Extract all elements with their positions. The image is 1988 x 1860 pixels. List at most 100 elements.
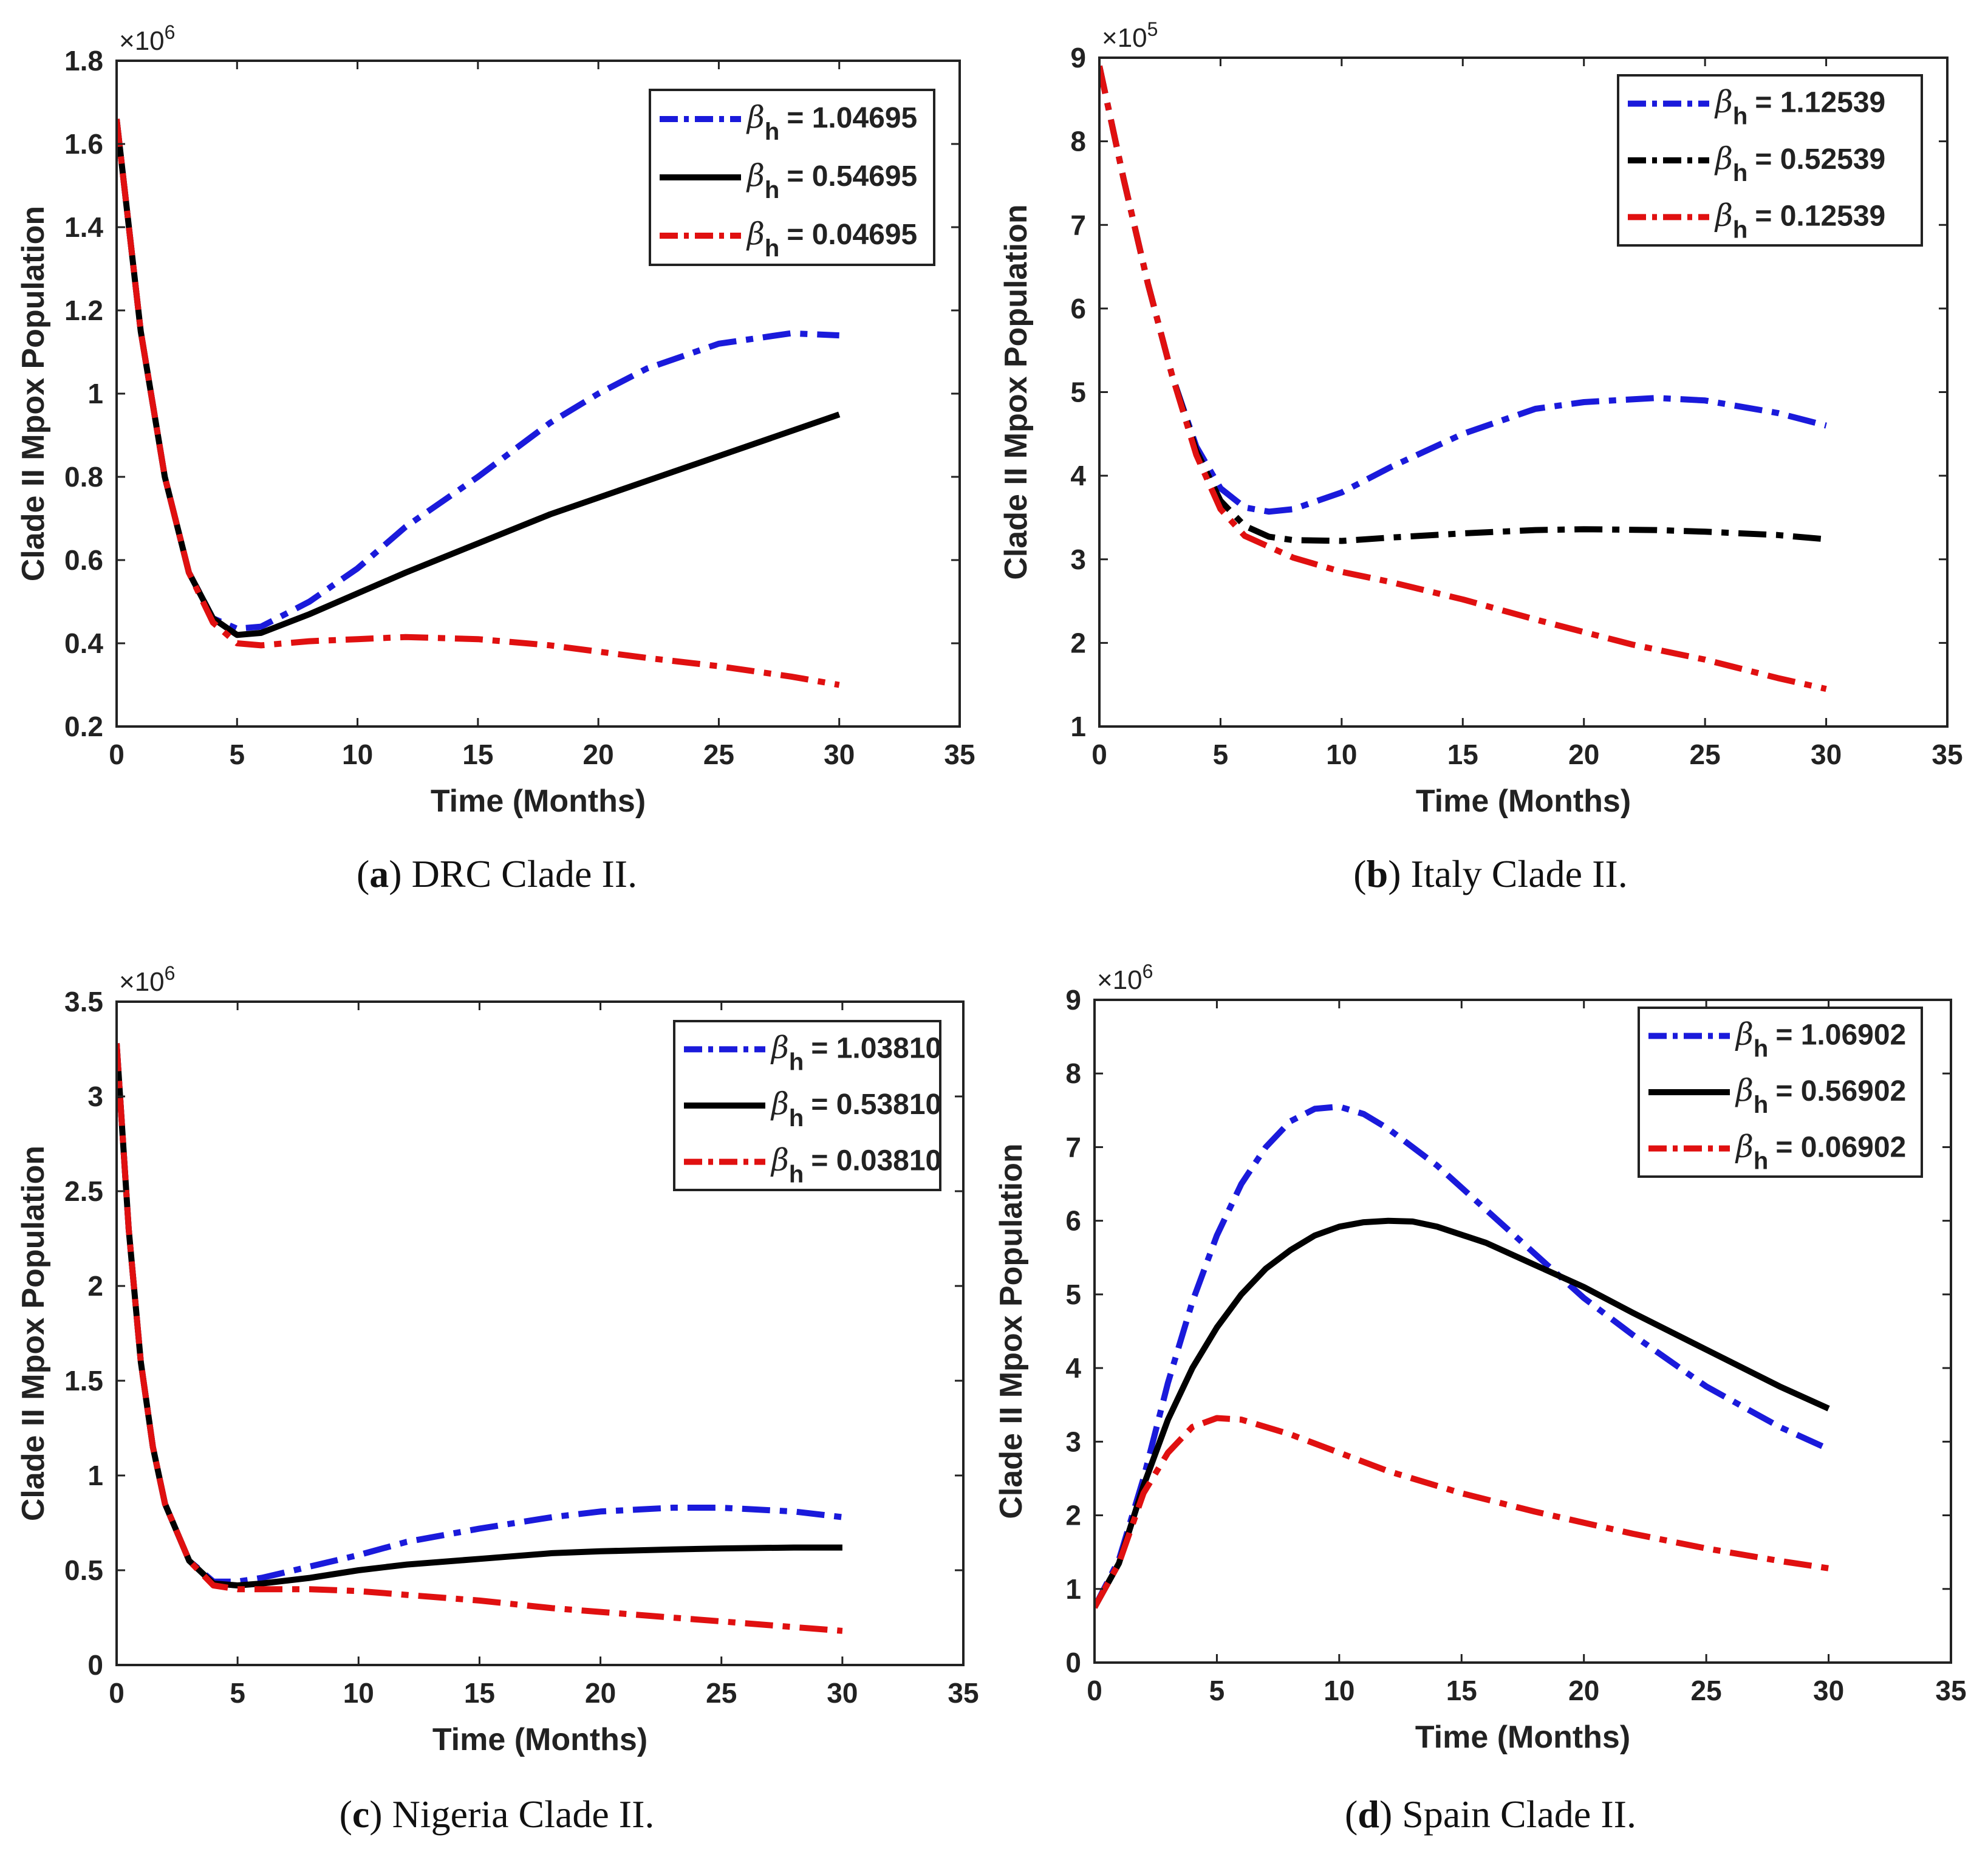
y-tick-label: 2.5 xyxy=(64,1175,103,1207)
legend-symbol: β xyxy=(1735,1073,1754,1108)
caption-text: Italy Clade II. xyxy=(1410,852,1628,895)
legend-symbol: β xyxy=(770,1143,789,1178)
legend-label: βh = 0.03810 xyxy=(770,1143,941,1188)
legend-label: βh = 0.53810 xyxy=(770,1086,941,1132)
caption-letter: a xyxy=(369,852,389,895)
legend-symbol: β xyxy=(1735,1016,1754,1051)
y-tick-label: 1.8 xyxy=(64,45,103,77)
legend-symbol: β xyxy=(770,1030,789,1065)
legend-symbol: β xyxy=(746,158,765,193)
y-tick-label: 3.5 xyxy=(64,986,103,1017)
x-tick-label: 0 xyxy=(1087,1675,1102,1706)
x-tick-label: 30 xyxy=(1811,739,1842,770)
y-tick-label: 5 xyxy=(1070,377,1086,408)
legend-label: βh = 0.12539 xyxy=(1714,197,1885,243)
legend-subscript: h xyxy=(1733,160,1747,186)
y-tick-label: 6 xyxy=(1070,293,1086,324)
caption-d: (d) Spain Clade II. xyxy=(1345,1793,1636,1836)
y-tick-label: 2 xyxy=(87,1270,103,1302)
x-tick-label: 5 xyxy=(1209,1675,1225,1706)
y-tick-label: 4 xyxy=(1070,460,1086,491)
caption-text: Spain Clade II. xyxy=(1402,1793,1636,1836)
legend-label: βh = 1.04695 xyxy=(746,100,917,145)
legend-value: = 0.54695 xyxy=(787,160,917,193)
x-tick-label: 5 xyxy=(229,739,245,770)
exponent-label: ×105 xyxy=(1102,18,1158,53)
y-tick-label: 3 xyxy=(87,1081,103,1112)
series-group xyxy=(117,1043,843,1634)
y-tick-label: 5 xyxy=(1065,1279,1081,1310)
x-tick-label: 10 xyxy=(342,739,373,770)
legend-subscript: h xyxy=(765,118,779,145)
y-tick-label: 0.2 xyxy=(64,711,103,742)
caption-a: (a) DRC Clade II. xyxy=(356,852,638,895)
y-tick-label: 7 xyxy=(1070,209,1086,241)
legend-subscript: h xyxy=(765,177,779,203)
x-tick-label: 10 xyxy=(1324,1675,1354,1706)
legend-label: βh = 1.06902 xyxy=(1735,1016,1906,1062)
y-tick-label: 3 xyxy=(1065,1426,1081,1457)
y-tick-label: 6 xyxy=(1065,1205,1081,1237)
x-tick-label: 5 xyxy=(230,1677,245,1709)
panel-b: 0 5 10 15 20 25 30 35 1 2 3 4 5 6 7 8 9 ×105 Time (Months)… xyxy=(994,0,1988,930)
axes-box xyxy=(115,1000,965,1666)
caption-b: (b) Italy Clade II. xyxy=(1353,852,1628,895)
legend-subscript: h xyxy=(1733,103,1747,130)
x-tick-label: 25 xyxy=(706,1677,737,1709)
legend-label: βh = 1.12539 xyxy=(1714,84,1885,130)
y-tick-label: 9 xyxy=(1065,984,1081,1016)
x-axis-label: Time (Months) xyxy=(1415,1720,1630,1755)
legend-label: βh = 0.54695 xyxy=(746,158,917,203)
x-tick-label: 20 xyxy=(1568,739,1599,770)
y-tick-label: 3 xyxy=(1070,544,1086,575)
legend-label: βh = 0.52539 xyxy=(1714,141,1885,186)
x-axis-label: Time (Months) xyxy=(432,1722,647,1757)
x-tick-label: 15 xyxy=(1446,1675,1477,1706)
y-tick-label: 8 xyxy=(1065,1058,1081,1089)
legend-label: βh = 1.03810 xyxy=(770,1030,941,1075)
exponent-label: ×106 xyxy=(119,962,175,997)
exponent-power: 6 xyxy=(165,962,176,984)
y-tick-label: 4 xyxy=(1065,1352,1081,1384)
legend-subscript: h xyxy=(789,1161,804,1188)
y-tick-label: 1 xyxy=(1065,1573,1081,1605)
legend-symbol: β xyxy=(1714,197,1733,233)
chart-svg: 0 5 10 15 20 25 30 35 0.2 0.4 0.6 0.8 1 1.2 1.4 1.6 1.8 ×… xyxy=(16,21,975,819)
legend-value: = 1.03810 xyxy=(811,1032,941,1064)
exponent-power: 5 xyxy=(1147,18,1158,40)
panel-a: 0 5 10 15 20 25 30 35 0.2 0.4 0.6 0.8 1 1.2 1.4 1.6 1.8 ×… xyxy=(0,0,994,930)
y-tick-label: 7 xyxy=(1065,1131,1081,1163)
legend-subscript: h xyxy=(1754,1092,1768,1118)
x-tick-label: 10 xyxy=(1326,739,1357,770)
y-tick-label: 0 xyxy=(1065,1647,1081,1678)
legend-value: = 0.06902 xyxy=(1775,1132,1906,1164)
x-tick-label: 35 xyxy=(1932,739,1962,770)
chart-svg: 0 5 10 15 20 25 30 35 1 2 3 4 5 6 7 8 9 ×105 Time (Months)… xyxy=(999,18,1963,819)
chart-svg: 0 5 10 15 20 25 30 35 0 0.5 1 1.5 2 2.5 3 3.5 ×106 Time (… xyxy=(16,962,979,1757)
series-group xyxy=(1095,1103,1830,1609)
legend-value: = 1.04695 xyxy=(787,102,917,134)
series-line-2 xyxy=(1099,65,1827,544)
x-tick-label: 25 xyxy=(703,739,734,770)
legend-value: = 0.56902 xyxy=(1775,1075,1906,1107)
series-line-3 xyxy=(117,1043,843,1634)
caption-letter: b xyxy=(1366,852,1389,895)
x-tick-label: 15 xyxy=(464,1677,495,1709)
legend-subscript: h xyxy=(789,1105,804,1132)
x-tick-label: 15 xyxy=(1447,739,1478,770)
x-axis-label: Time (Months) xyxy=(1416,784,1631,819)
legend-value: = 0.03810 xyxy=(811,1145,941,1177)
caption-letter: c xyxy=(352,1793,370,1836)
legend-value: = 0.04695 xyxy=(787,219,917,251)
y-tick-label: 8 xyxy=(1070,126,1086,157)
x-tick-label: 30 xyxy=(824,739,855,770)
exponent-power: 6 xyxy=(1143,960,1153,982)
legend-label: βh = 0.56902 xyxy=(1735,1073,1906,1118)
legend-value: = 1.06902 xyxy=(1775,1019,1906,1051)
legend-subscript: h xyxy=(1754,1148,1768,1175)
legend-value: = 0.12539 xyxy=(1755,200,1885,232)
legend-symbol: β xyxy=(1735,1129,1754,1164)
panel-c: 0 5 10 15 20 25 30 35 0 0.5 1 1.5 2 2.5 3 3.5 ×106 Time (… xyxy=(0,930,994,1860)
panel-d: 0 5 10 15 20 25 30 35 0 1 2 3 4 5 6 7 8 9 ×106 Time (Months… xyxy=(994,930,1988,1860)
